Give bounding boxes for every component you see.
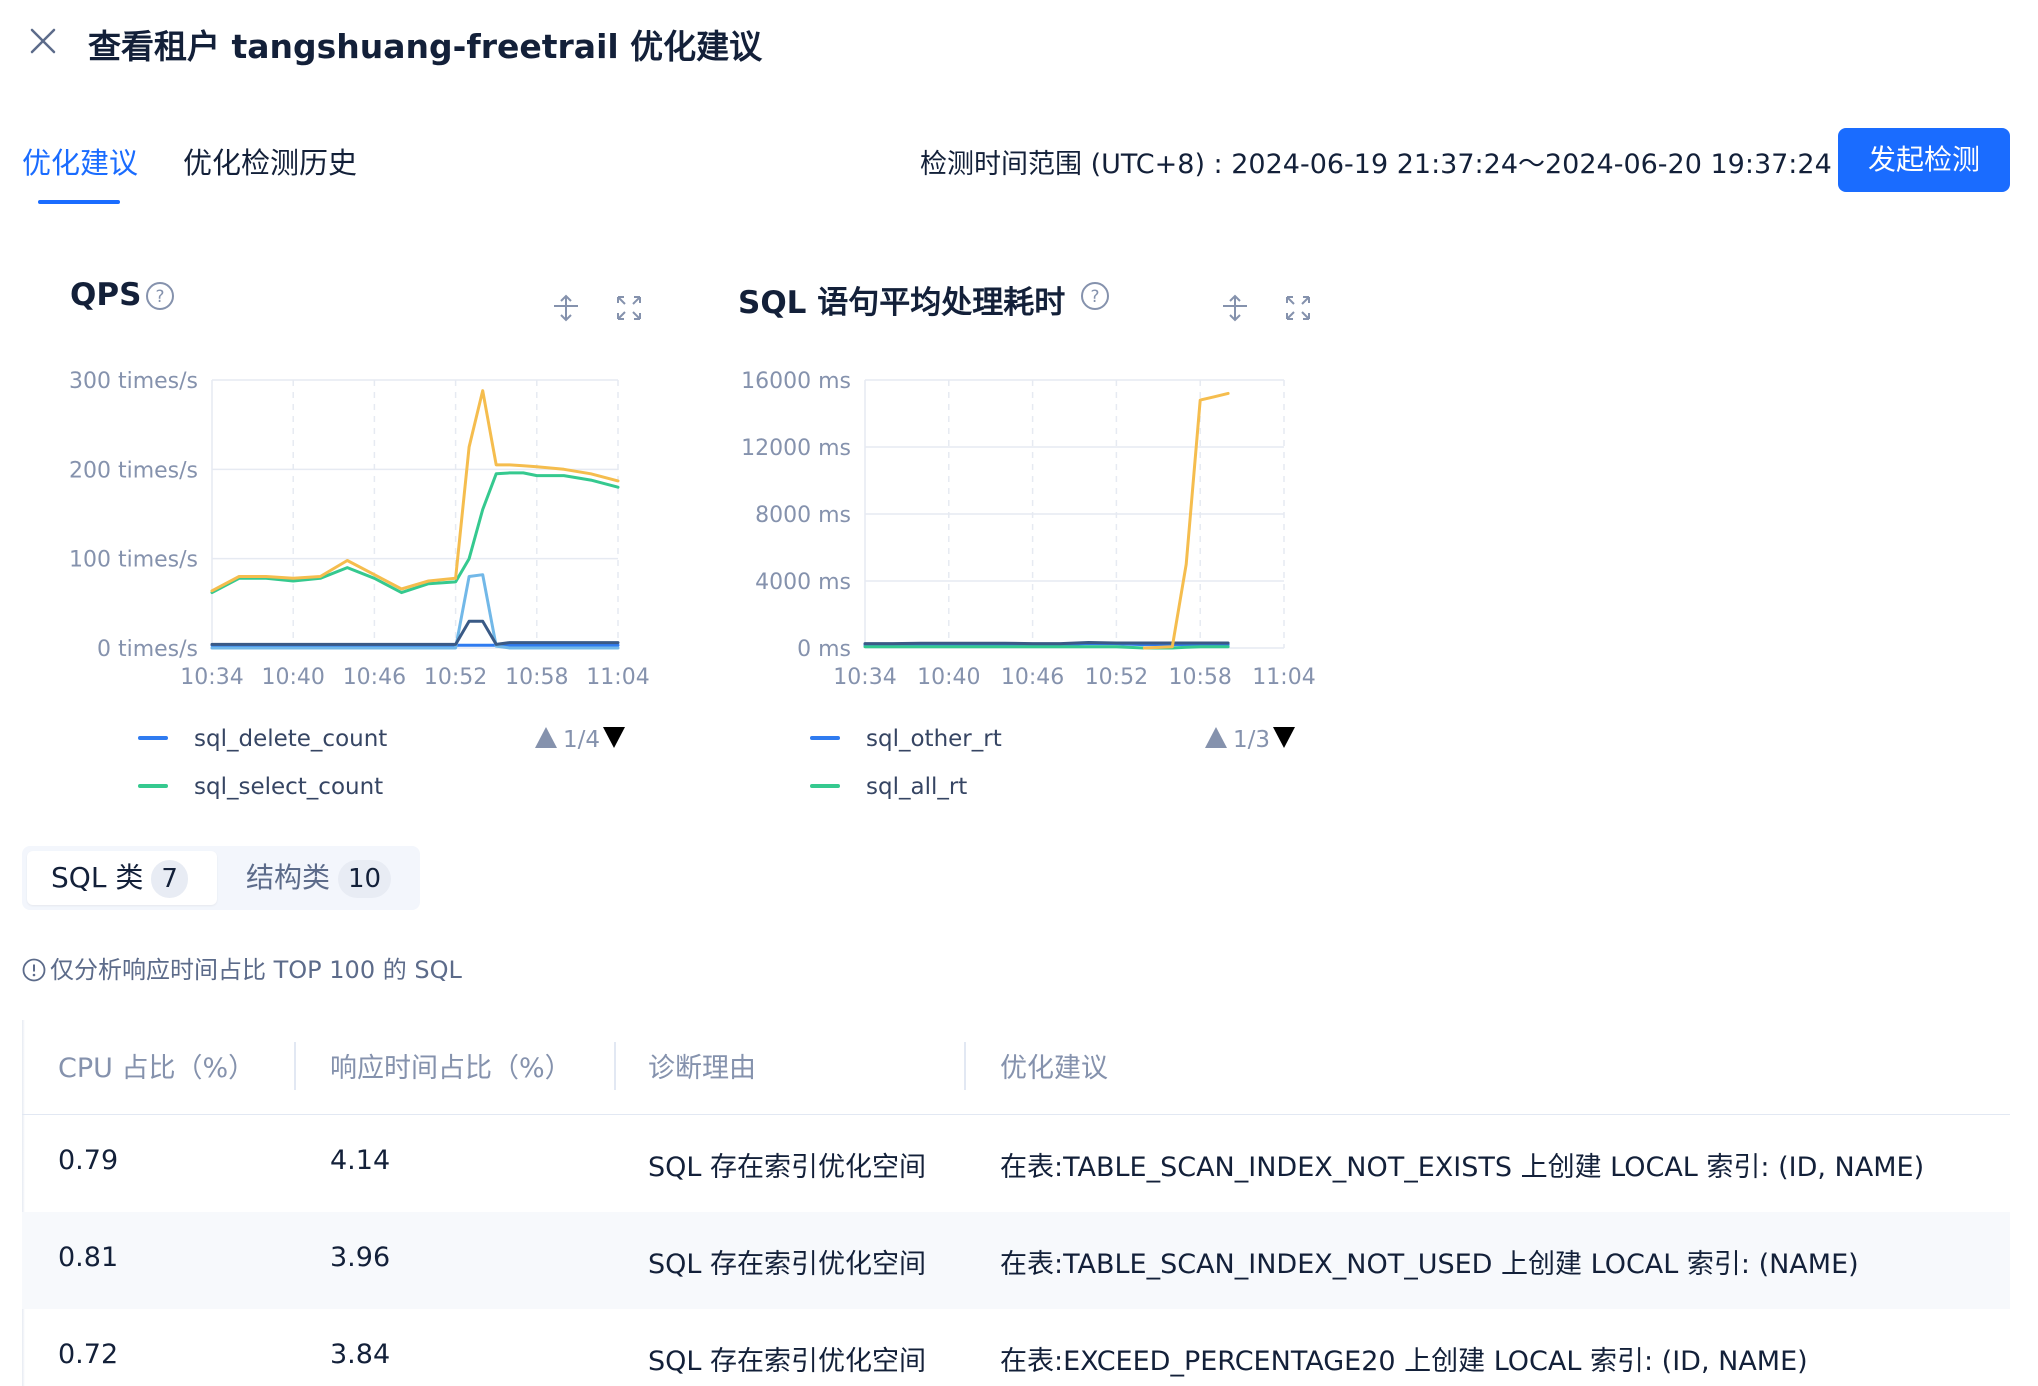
fullscreen-icon[interactable] [1283,293,1313,323]
tab-optimization-history[interactable]: 优化检测历史 [183,146,358,180]
detection-time-range: 检测时间范围 (UTC+8) : 2024-06-19 21:37:24～202… [920,149,1832,180]
legend-next-page-icon [1273,727,1295,748]
legend-page-indicator: 1/3 [1233,727,1270,753]
x-tick-label: 10:52 [424,665,487,690]
legend-item: sql_all_rt [866,774,967,800]
info-icon [22,958,46,982]
segment-structure[interactable]: 结构类 10 [222,851,415,905]
fullscreen-icon[interactable] [614,293,644,323]
series-line-series-4 [210,619,620,646]
cell-advice: 在表:TABLE_SCAN_INDEX_NOT_EXISTS 上创建 LOCAL… [1000,1152,1925,1183]
x-tick-label: 10:40 [261,665,324,690]
drag-handle-icon[interactable] [1220,293,1250,323]
series-line-series-3 [1142,391,1230,650]
table-row[interactable]: 0.81 3.96 SQL 存在索引优化空间 在表:TABLE_SCAN_IND… [22,1212,2010,1309]
count-badge: 7 [151,860,188,898]
column-header-cpu[interactable]: CPU 占比（%） [58,1053,256,1084]
legend-item: sql_other_rt [866,726,1002,752]
y-tick-label: 16000 ms [741,369,851,394]
count-badge: 10 [338,860,392,898]
x-tick-label: 10:52 [1085,665,1148,690]
table-row[interactable]: 0.79 4.14 SQL 存在索引优化空间 在表:TABLE_SCAN_IND… [22,1115,2010,1212]
cell-diagnosis: SQL 存在索引优化空间 [648,1152,927,1183]
column-header-advice[interactable]: 优化建议 [1000,1053,1108,1084]
legend-prev-page-icon [1205,727,1227,748]
active-tab-indicator [38,200,120,204]
tab-optimization-advice[interactable]: 优化建议 [22,146,139,180]
segment-label: SQL 类 [51,861,144,894]
start-detection-button[interactable]: 发起检测 [1838,128,2010,192]
table-left-shadow [22,1020,25,1386]
y-tick-label: 8000 ms [755,503,851,528]
y-tick-label: 100 times/s [69,548,198,573]
y-tick-label: 12000 ms [741,436,851,461]
table-header: CPU 占比（%） 响应时间占比（%） 诊断理由 优化建议 [22,1020,2010,1115]
legend-item: sql_delete_count [194,726,387,752]
y-tick-label: 0 times/s [97,637,198,662]
analysis-note: 仅分析响应时间占比 TOP 100 的 SQL [22,950,462,985]
cell-response-time: 4.14 [330,1145,391,1176]
x-tick-label: 10:40 [917,665,980,690]
legend-item: sql_select_count [194,774,383,800]
sql-latency-chart-title: SQL 语句平均处理耗时 [738,285,1066,321]
optimization-table: CPU 占比（%） 响应时间占比（%） 诊断理由 优化建议 0.79 4.14 … [22,1020,2010,1386]
qps-line-chart: 0 times/s 100 times/s 200 times/s 300 times… [69,369,650,800]
column-header-diagnosis[interactable]: 诊断理由 [648,1053,756,1084]
cell-advice: 在表:EXCEED_PERCENTAGE20 上创建 LOCAL 索引: (ID… [1000,1346,1808,1377]
cell-response-time: 3.96 [330,1242,391,1273]
help-icon[interactable]: ? [1080,281,1110,311]
y-tick-label: 0 ms [797,637,851,662]
help-icon[interactable]: ? [145,281,175,311]
x-tick-label: 10:46 [1001,665,1064,690]
table-row[interactable]: 0.72 3.84 SQL 存在索引优化空间 在表:EXCEED_PERCENT… [22,1309,2010,1386]
cell-advice: 在表:TABLE_SCAN_INDEX_NOT_USED 上创建 LOCAL 索… [1000,1249,1859,1280]
close-icon[interactable] [28,26,58,56]
svg-text:?: ? [155,287,164,307]
series-line-series-2 [863,641,1230,646]
cell-cpu: 0.72 [58,1339,119,1370]
column-divider [614,1042,616,1090]
legend-page-indicator: 1/4 [563,727,600,753]
legend-next-page-icon [603,727,625,748]
column-divider [294,1042,296,1090]
x-tick-label: 11:04 [586,665,649,690]
segment-label: 结构类 [246,861,331,894]
series-line-sql_all_rt [863,645,1230,650]
legend-prev-page-icon [535,727,557,748]
cell-cpu: 0.79 [58,1145,119,1176]
note-text: 仅分析响应时间占比 TOP 100 的 SQL [50,956,462,984]
cell-cpu: 0.81 [58,1242,119,1273]
column-header-response-time[interactable]: 响应时间占比（%） [330,1053,572,1084]
y-tick-label: 300 times/s [69,369,198,394]
cell-response-time: 3.84 [330,1339,391,1370]
x-tick-label: 10:58 [505,665,568,690]
sql-latency-line-chart: 0 ms 4000 ms 8000 ms 12000 ms 16000 ms 10:34 1… [741,369,1316,800]
x-tick-label: 10:46 [343,665,406,690]
series-line-sql_select_count [210,471,620,595]
y-tick-label: 4000 ms [755,570,851,595]
series-line-series-3 [210,573,620,650]
x-tick-label: 10:34 [180,665,243,690]
x-tick-label: 10:58 [1168,665,1231,690]
x-tick-label: 11:04 [1252,665,1315,690]
svg-text:?: ? [1090,287,1099,307]
column-divider [964,1042,966,1090]
y-tick-label: 200 times/s [69,458,198,483]
cell-diagnosis: SQL 存在索引优化空间 [648,1346,927,1377]
cell-diagnosis: SQL 存在索引优化空间 [648,1249,927,1280]
page-title: 查看租户 tangshuang-freetrail 优化建议 [88,27,763,66]
drag-handle-icon[interactable] [551,293,581,323]
x-tick-label: 10:34 [833,665,896,690]
series-line-series-2 [210,389,620,593]
qps-chart-title: QPS [70,277,142,313]
